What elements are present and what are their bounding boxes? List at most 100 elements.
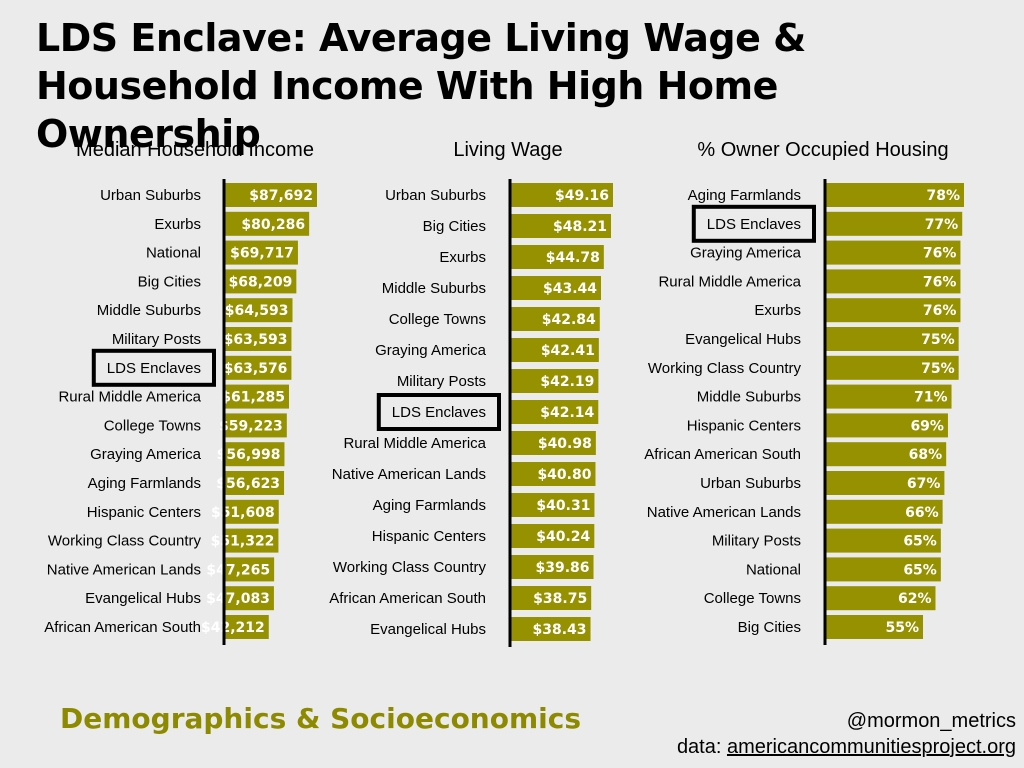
data-label: $42.41 xyxy=(541,343,595,359)
category-label: Big Cities xyxy=(423,218,486,235)
data-label: 62% xyxy=(898,591,932,607)
category-label: African American South xyxy=(329,590,486,607)
bar-college-towns xyxy=(825,586,936,611)
category-label: Rural Middle America xyxy=(58,389,201,406)
category-label: Graying America xyxy=(690,245,802,262)
category-label: Military Posts xyxy=(397,373,486,390)
highlight-box xyxy=(376,393,501,431)
category-label: Hispanic Centers xyxy=(372,528,486,545)
category-label: Urban Suburbs xyxy=(700,475,801,492)
section-label: Demographics & Socioeconomics xyxy=(60,702,582,735)
bar-middle-suburbs xyxy=(825,384,952,409)
bar-urban-suburbs xyxy=(224,183,317,207)
category-label: Urban Suburbs xyxy=(385,187,486,204)
category-label: African American South xyxy=(44,619,201,636)
data-label: $42.84 xyxy=(542,312,596,328)
bar-national xyxy=(224,240,298,265)
data-label: $49.16 xyxy=(555,188,609,204)
data-label: $40.98 xyxy=(538,436,592,452)
bar-lds-enclaves xyxy=(510,400,599,424)
data-label: 65% xyxy=(903,562,937,578)
category-label: Aging Farmlands xyxy=(373,497,486,514)
chart-title: % Owner Occupied Housing xyxy=(697,139,948,161)
bar-middle-suburbs xyxy=(224,298,293,323)
bar-evangelical-hubs xyxy=(510,617,591,641)
bar-working-class-country xyxy=(510,555,594,579)
data-label: $44.78 xyxy=(546,250,600,266)
bar-middle-suburbs xyxy=(510,276,602,300)
category-label: Aging Farmlands xyxy=(88,475,201,492)
chart-title: Living Wage xyxy=(453,139,562,161)
data-label: 75% xyxy=(921,361,955,377)
data-label: 76% xyxy=(923,303,957,319)
data-label: $68,209 xyxy=(229,274,293,290)
category-label: Exurbs xyxy=(754,302,801,319)
data-label: $69,717 xyxy=(230,246,294,262)
bar-lds-enclaves xyxy=(825,211,963,236)
data-label: $39.86 xyxy=(535,560,589,576)
bar-lds-enclaves xyxy=(224,355,292,380)
category-label: Graying America xyxy=(375,342,487,359)
bar-native-american-lands xyxy=(510,462,596,486)
bar-aging-farmlands xyxy=(224,471,285,495)
credits: @mormon_metrics data: americancommunitie… xyxy=(677,708,1016,760)
category-label: Native American Lands xyxy=(47,561,201,578)
data-label: $42,212 xyxy=(201,620,265,636)
category-label: Middle Suburbs xyxy=(97,302,201,319)
data-label: $63,576 xyxy=(224,361,288,377)
data-label: 78% xyxy=(926,188,960,204)
bar-exurbs xyxy=(224,211,310,236)
data-label: $40.31 xyxy=(536,498,590,514)
data-label: $56,998 xyxy=(217,447,281,463)
page-title: LDS Enclave: Average Living Wage & House… xyxy=(36,16,806,156)
bar-native-american-lands xyxy=(224,557,275,582)
category-label: Exurbs xyxy=(439,249,486,266)
data-label: $47,083 xyxy=(206,591,270,607)
category-label: Native American Lands xyxy=(332,466,486,483)
data-label: 65% xyxy=(903,534,937,550)
data-source-line: data: americancommunitiesproject.org xyxy=(677,734,1016,760)
bar-urban-suburbs xyxy=(825,471,945,495)
category-label: National xyxy=(146,245,201,262)
bar-rural-middle-america xyxy=(224,384,289,409)
bar-african-american-south xyxy=(224,615,269,639)
bar-working-class-country xyxy=(224,528,279,553)
bar-big-cities xyxy=(825,615,924,639)
bar-graying-america xyxy=(510,338,599,362)
category-label: Evangelical Hubs xyxy=(685,331,801,348)
category-label: Working Class Country xyxy=(333,559,487,576)
category-label: Working Class Country xyxy=(48,533,202,550)
highlight-box xyxy=(691,204,816,243)
category-label: College Towns xyxy=(704,590,801,607)
bar-aging-farmlands xyxy=(825,183,964,207)
data-label: $51,322 xyxy=(211,534,275,550)
data-label: $48.21 xyxy=(553,219,607,235)
bar-college-towns xyxy=(224,413,287,438)
category-label: LDS Enclaves xyxy=(392,404,486,421)
bar-evangelical-hubs xyxy=(825,327,959,351)
bar-national xyxy=(825,557,941,582)
category-label: Rural Middle America xyxy=(343,435,486,452)
category-label: Aging Farmlands xyxy=(688,187,801,204)
category-label: Big Cities xyxy=(738,619,801,636)
data-label: $80,286 xyxy=(241,217,305,233)
bar-rural-middle-america xyxy=(825,269,961,294)
category-label: National xyxy=(746,561,801,578)
bar-hispanic-centers xyxy=(224,499,279,524)
category-label: Hispanic Centers xyxy=(687,417,801,434)
data-source-link[interactable]: americancommunitiesproject.org xyxy=(726,736,1016,758)
category-label: College Towns xyxy=(389,311,486,328)
bar-military-posts xyxy=(510,369,599,393)
category-label: Working Class Country xyxy=(648,360,802,377)
data-label: 67% xyxy=(907,476,941,492)
category-label: Rural Middle America xyxy=(658,273,801,290)
data-label: $40.80 xyxy=(537,467,591,483)
category-label: Evangelical Hubs xyxy=(370,621,486,638)
data-label: 69% xyxy=(910,418,944,434)
category-label: College Towns xyxy=(104,417,201,434)
highlight-box xyxy=(91,348,216,387)
data-label: $59,223 xyxy=(219,418,283,434)
bar-college-towns xyxy=(510,307,600,331)
category-label: Big Cities xyxy=(138,273,201,290)
category-label: Middle Suburbs xyxy=(697,389,801,406)
